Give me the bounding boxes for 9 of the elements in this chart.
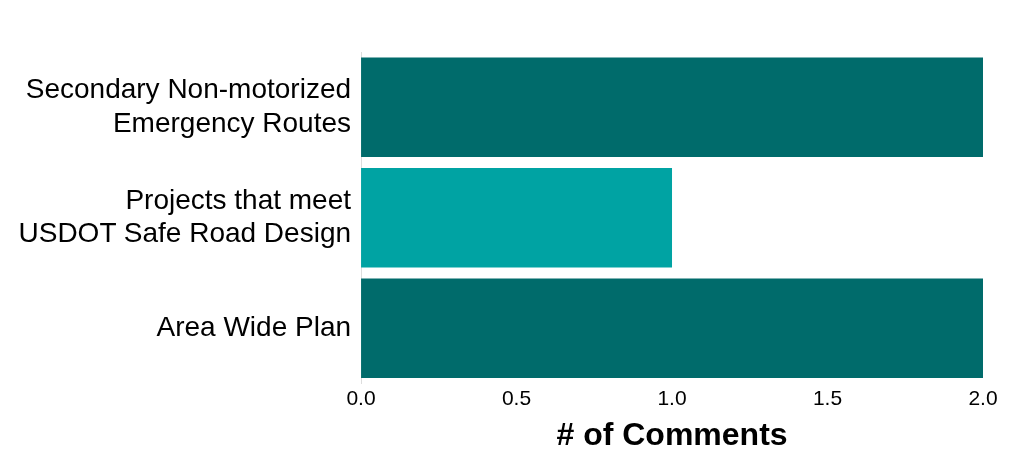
x-tick-label: 1.0: [657, 385, 687, 409]
y-tick-label: Projects that meet USDOT Safe Road Design: [18, 183, 352, 249]
x-axis-title: # of Comments: [556, 415, 788, 452]
x-tick-label: 0.5: [501, 385, 532, 409]
y-tick-label: Area Wide Plan: [156, 310, 352, 342]
x-tick-label: 2.0: [968, 385, 998, 409]
y-tick-label: Secondary Non-motorized Emergency Routes: [25, 73, 352, 138]
x-tick-label: 1.5: [812, 385, 843, 409]
x-tick-label: 0.0: [346, 385, 376, 409]
